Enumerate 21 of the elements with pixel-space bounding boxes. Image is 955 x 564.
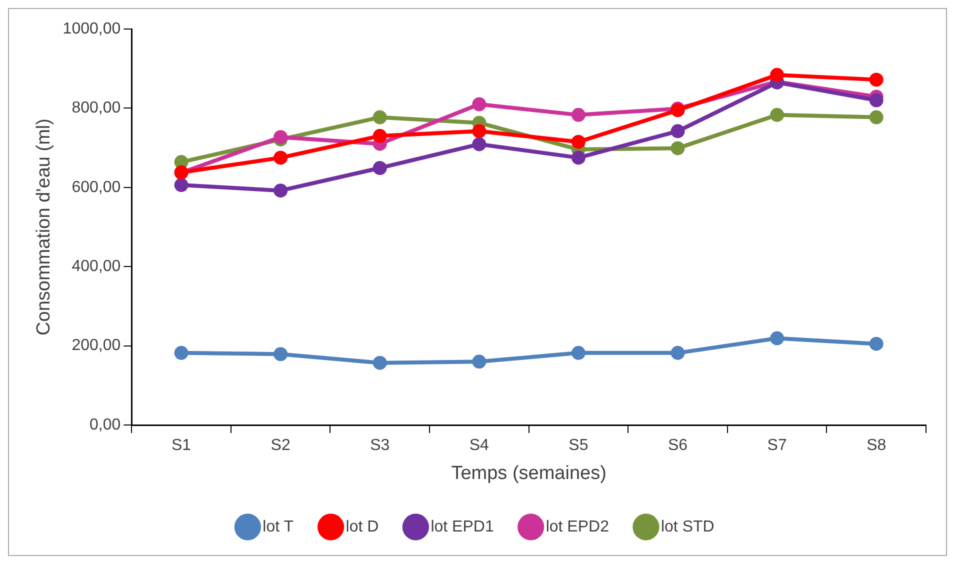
y-axis-title: Consommation d'eau (ml) [34,118,55,336]
x-tick-label: S6 [668,437,688,454]
legend-label: lot D [346,518,379,536]
x-tick-label: S1 [171,437,192,454]
y-tick-label: 200,00 [72,337,121,354]
x-axis-title: Temps (semaines) [451,462,606,484]
y-tick-label: 800,00 [72,100,121,117]
legend-label: lot EPD1 [430,518,494,536]
y-tick-label: 0,00 [89,416,121,434]
x-tick-label: S2 [270,437,290,454]
x-tick-label: S3 [370,437,390,454]
legend-label: lot STD [660,518,714,536]
y-tick-label: 1000,00 [62,20,121,38]
y-tick-label: 400,00 [72,258,121,276]
x-tick-label: S7 [767,437,787,454]
legend-label: lot EPD2 [546,518,610,536]
x-tick-label: S8 [866,437,886,454]
x-tick-label: S4 [469,437,490,454]
y-tick-label: 600,00 [72,178,121,196]
legend-label: lot T [262,518,294,536]
x-tick-label: S5 [568,437,588,454]
